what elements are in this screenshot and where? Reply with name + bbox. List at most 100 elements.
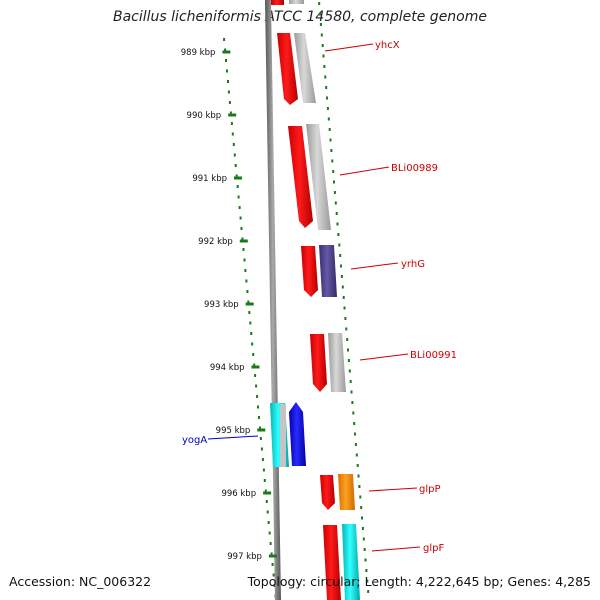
ring-dot — [350, 390, 353, 394]
ring-dot — [248, 311, 251, 314]
ring-dot — [244, 269, 247, 272]
ring-dot — [358, 485, 361, 488]
leader-line-bli00991 — [359, 353, 409, 361]
gene-label-yrhg: yrhG — [401, 259, 425, 270]
ring-dot — [359, 495, 362, 499]
ring-dot — [261, 458, 264, 461]
ring-dot — [365, 569, 368, 572]
ring-dot — [260, 447, 263, 451]
kbp-tick-mark — [245, 302, 254, 306]
ring-dot — [243, 258, 246, 262]
ring-dot — [322, 54, 325, 58]
cds-feature-glpf — [323, 525, 341, 600]
cds-feature-bli00991 — [310, 334, 327, 392]
ring-dot — [357, 474, 360, 478]
ring-dot — [324, 75, 327, 79]
ring-dot — [257, 405, 259, 409]
ring-dot — [326, 96, 328, 100]
ring-dot — [342, 296, 345, 299]
gene-label-yhcx: yhcX — [375, 40, 400, 51]
ring-dot — [272, 573, 275, 577]
ring-dot — [252, 353, 255, 356]
ring-dot — [346, 338, 349, 341]
kbp-tick-label: 994 kbp — [210, 363, 245, 373]
ring-dot — [341, 285, 344, 289]
ring-dot — [245, 279, 248, 283]
kbp-tick-mark — [268, 554, 277, 558]
kbp-tick-mark — [251, 365, 260, 369]
ring-dot — [227, 90, 230, 94]
ring-dot — [330, 149, 333, 152]
gene-label-yoga: yogA — [182, 435, 207, 446]
ring-dot — [319, 23, 322, 26]
ring-dot — [351, 401, 354, 404]
ring-dot — [367, 590, 370, 593]
ring-dot — [344, 317, 347, 320]
gene-label-bli00991: BLi00991 — [410, 350, 457, 361]
ring-dot — [329, 138, 332, 142]
ring-dot — [268, 531, 271, 535]
ring-dot — [340, 275, 343, 278]
ring-dot — [266, 510, 269, 514]
ring-dot — [354, 443, 357, 446]
ring-dot — [239, 216, 242, 220]
cds-feature-top-partial — [271, 0, 284, 5]
tick-ring-right — [318, 2, 370, 593]
gray-feature-bli00991 — [328, 333, 346, 392]
ring-dot — [241, 237, 244, 241]
ring-dot — [356, 464, 359, 467]
ring-dot — [352, 411, 355, 415]
ring-dot — [337, 233, 340, 236]
ring-dot — [338, 243, 341, 247]
kbp-tick-label: 995 kbp — [216, 426, 251, 436]
ring-dot — [271, 563, 274, 566]
ring-dot — [258, 416, 260, 419]
ring-dot — [224, 48, 227, 52]
ring-dot — [254, 374, 257, 377]
ring-dot — [267, 521, 270, 524]
leader-line-yoga — [207, 435, 259, 440]
gene-labels: yhcX BLi00989 yrhG BLi00991 yogA glpP gl… — [182, 40, 457, 554]
cds-feature-glpp — [320, 475, 335, 510]
ring-dot — [228, 101, 231, 104]
purple-feature-yrhg — [319, 245, 337, 297]
ring-dot — [348, 369, 351, 373]
leader-line-bli00989 — [339, 166, 390, 176]
ring-dot — [366, 579, 369, 583]
ring-dot — [251, 342, 254, 346]
ring-dot — [236, 185, 239, 188]
cyan-feature-glpf — [342, 524, 360, 600]
ring-dot — [273, 584, 276, 587]
ring-dot — [256, 395, 259, 398]
cds-feature-bli00989 — [288, 126, 313, 228]
gray-feature-yhcx — [294, 33, 316, 103]
ring-dot — [226, 69, 228, 73]
ring-dot — [323, 65, 326, 68]
kbp-tick-mark — [222, 50, 231, 54]
ring-dot — [336, 222, 339, 226]
ring-dot — [325, 86, 328, 89]
ring-dot — [259, 426, 261, 430]
ring-dot — [361, 527, 364, 530]
ring-dot — [349, 380, 352, 383]
kbp-ticks: 989 kbp 990 kbp 991 kbp 992 kbp 993 kbp 994 k… — [181, 48, 277, 562]
ring-dot — [249, 321, 252, 325]
gene-features — [270, 0, 360, 600]
kbp-tick-label: 996 kbp — [221, 489, 256, 499]
gene-label-bli00989: BLi00989 — [391, 163, 438, 174]
ring-dot — [269, 542, 272, 545]
kbp-tick-label: 991 kbp — [192, 174, 227, 184]
ring-dot — [364, 558, 367, 562]
ring-dot — [347, 348, 349, 352]
ring-dot — [363, 548, 366, 551]
kbp-tick-mark — [228, 113, 237, 117]
ring-dot — [321, 44, 324, 47]
accession-text: Accession: NC_006322 — [9, 574, 152, 589]
leader-line-yrhg — [350, 262, 399, 270]
ring-dot — [320, 33, 323, 37]
ring-dot — [229, 111, 232, 115]
gray-feature-yoga — [280, 404, 286, 467]
ring-dot — [238, 206, 241, 209]
ring-dot — [264, 489, 267, 493]
